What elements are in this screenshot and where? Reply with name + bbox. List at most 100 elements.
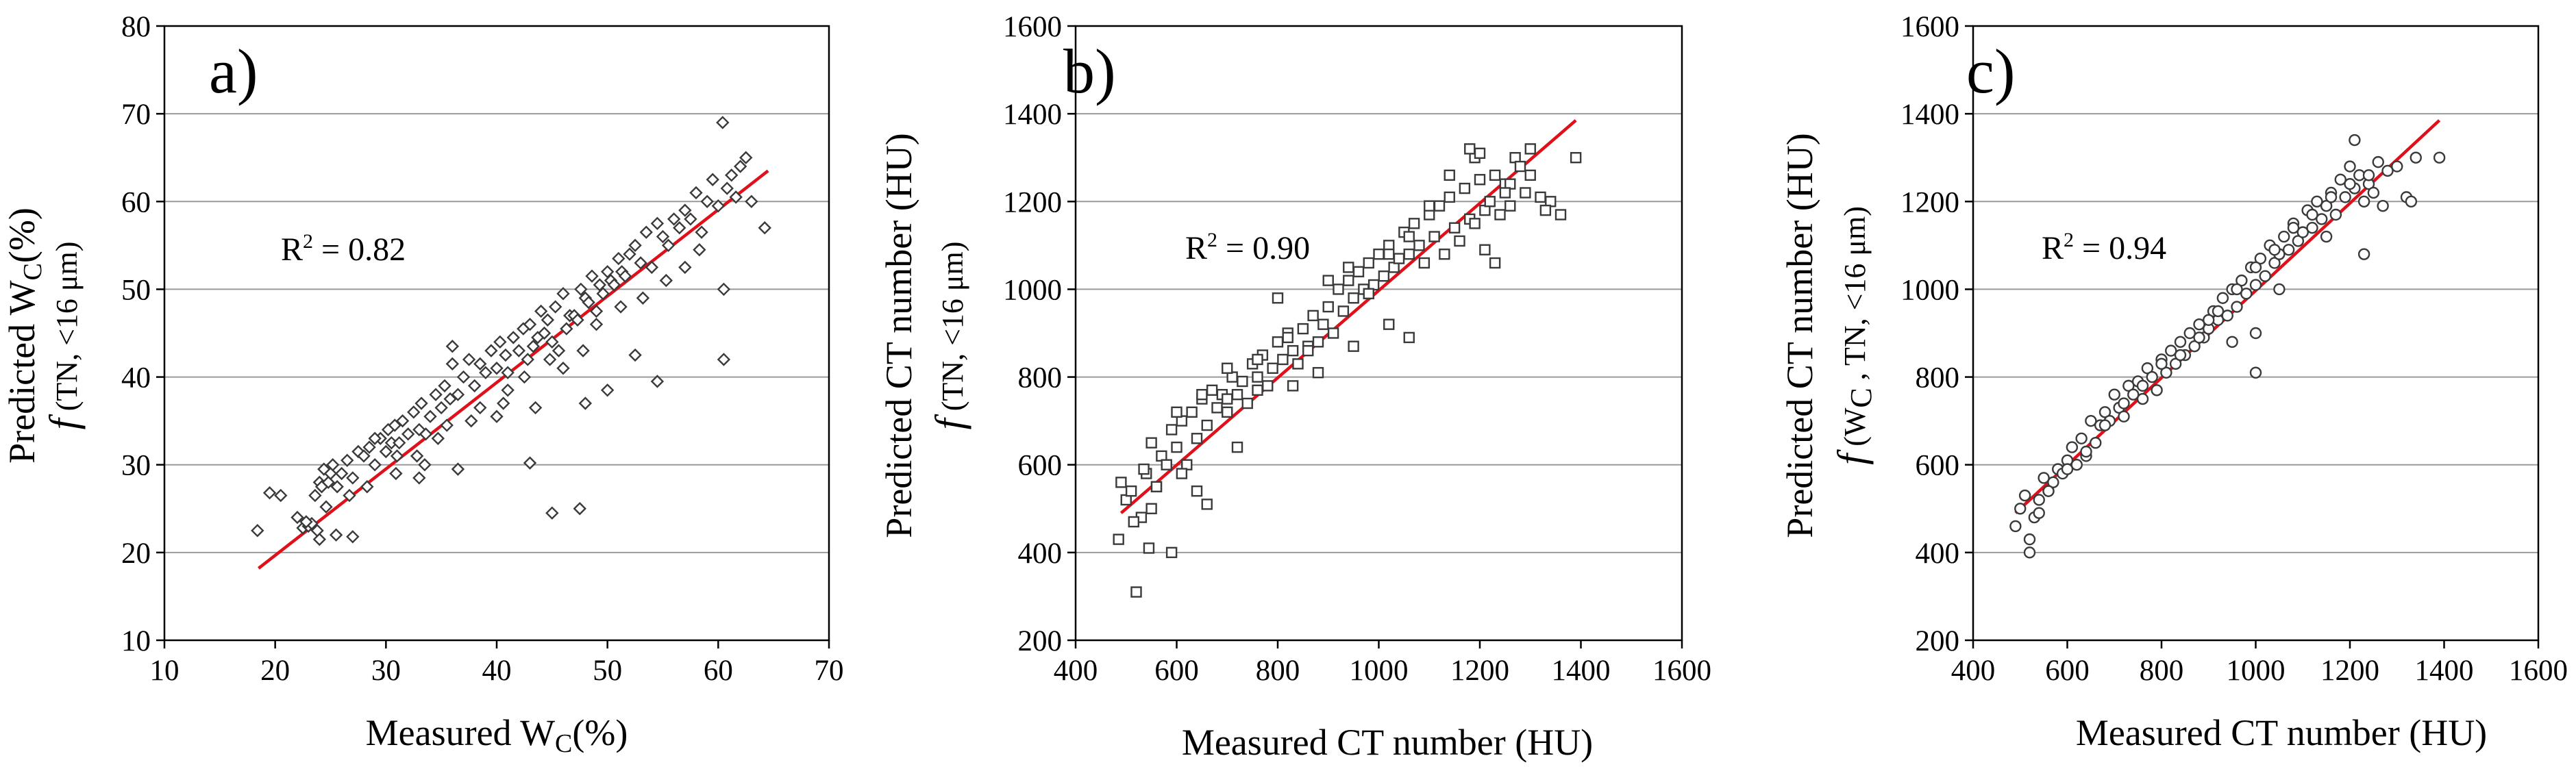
data-point-a	[660, 275, 671, 286]
data-point-a	[441, 420, 452, 431]
plot-area-border-a	[164, 26, 829, 640]
x-tick-label-a: 20	[260, 655, 290, 687]
data-point-b	[1129, 517, 1139, 527]
data-point-b	[1404, 249, 1414, 259]
data-point-b	[1207, 386, 1217, 395]
data-point-b	[1480, 245, 1489, 255]
x-tick-label-c: 800	[2140, 655, 2184, 687]
x-tick-label-a: 40	[482, 655, 512, 687]
data-point-c	[2232, 284, 2242, 294]
data-point-c	[2331, 210, 2341, 220]
data-point-c	[2251, 328, 2261, 338]
data-point-a	[498, 398, 509, 409]
x-tick-labels-b: 400 600 800 1000 1200 1400 1600	[1054, 655, 1711, 687]
data-point-b	[1162, 460, 1172, 470]
data-point-b	[1349, 293, 1359, 303]
data-point-b	[1313, 368, 1323, 377]
data-point-a	[362, 481, 373, 492]
data-point-c	[2251, 368, 2261, 378]
grid-lines-a	[164, 26, 829, 640]
data-point-a	[264, 488, 275, 499]
chart-panel-a: 1020304050607080 10 20 30 40 50 60 70 a) R2 = …	[1, 11, 844, 758]
data-point-a	[641, 227, 652, 238]
x-tick-label-a: 70	[815, 655, 844, 687]
x-tick-label-c: 600	[2045, 655, 2090, 687]
data-point-a	[408, 407, 419, 418]
y-axis-subtitle-c: f (WC , TN, <16 μm)	[1829, 206, 1878, 465]
data-point-b	[1526, 171, 1535, 180]
data-point-a	[475, 402, 486, 413]
data-point-a	[466, 416, 477, 427]
data-point-a	[652, 218, 662, 229]
data-point-b	[1439, 249, 1449, 259]
plot-frame-a	[156, 26, 829, 648]
data-point-b	[1222, 407, 1232, 417]
y-tick-label-a: 30	[121, 450, 151, 482]
data-point-b	[1374, 249, 1384, 259]
data-point-c	[2321, 231, 2331, 242]
data-point-b	[1167, 425, 1176, 434]
data-point-a	[495, 336, 506, 347]
data-point-b	[1298, 324, 1308, 333]
data-point-b	[1445, 171, 1454, 180]
data-point-b	[1415, 240, 1424, 250]
data-point-a	[717, 117, 728, 128]
data-point-c	[2368, 188, 2379, 198]
data-point-b	[1303, 346, 1313, 355]
data-point-a	[513, 345, 524, 356]
chart-panel-b: 2004006008001000120014001600 400 600 800 10…	[878, 11, 1711, 763]
data-point-c	[2288, 223, 2299, 233]
y-tick-label-b: 1000	[1003, 274, 1062, 306]
data-point-a	[275, 490, 286, 501]
data-point-b	[1364, 289, 1374, 299]
data-point-c	[2081, 446, 2092, 457]
x-tick-label-a: 50	[593, 655, 622, 687]
data-point-a	[580, 398, 591, 409]
data-point-b	[1147, 438, 1156, 448]
data-point-b	[1404, 333, 1414, 342]
data-point-a	[707, 174, 718, 185]
data-point-b	[1455, 236, 1465, 246]
data-point-b	[1202, 499, 1212, 509]
data-point-a	[331, 529, 342, 540]
data-point-a	[392, 451, 403, 462]
data-point-c	[2434, 153, 2444, 163]
y-tick-label-c: 1600	[1900, 11, 1959, 43]
data-point-a	[759, 223, 770, 234]
data-point-a	[500, 350, 511, 361]
data-point-a	[447, 358, 458, 369]
data-point-a	[658, 231, 669, 242]
data-point-a	[741, 152, 752, 163]
data-point-b	[1379, 271, 1389, 281]
data-point-b	[1126, 486, 1136, 496]
data-point-c	[2326, 192, 2336, 202]
y-tick-label-c: 800	[1916, 362, 1960, 394]
data-point-c	[2227, 337, 2238, 347]
data-point-b	[1139, 464, 1149, 474]
data-point-b	[1147, 504, 1156, 514]
data-point-c	[2270, 244, 2280, 255]
data-point-b	[1253, 373, 1263, 382]
data-point-a	[391, 468, 401, 479]
data-point-a	[458, 372, 469, 383]
data-point-a	[691, 187, 702, 198]
data-point-b	[1500, 188, 1510, 197]
data-point-c	[2349, 135, 2360, 145]
data-point-b	[1571, 153, 1581, 162]
y-axis-title-a: Predicted WC(%)	[1, 207, 47, 464]
data-point-c	[2392, 162, 2402, 172]
data-point-a	[674, 223, 685, 234]
x-tick-label-c: 1400	[2415, 655, 2474, 687]
data-point-b	[1430, 232, 1439, 242]
data-points-b	[1114, 144, 1581, 596]
data-point-b	[1237, 377, 1247, 386]
data-point-a	[637, 292, 648, 303]
data-point-a	[414, 472, 425, 483]
data-point-a	[680, 262, 691, 273]
data-point-a	[578, 345, 589, 356]
data-point-c	[2213, 306, 2223, 316]
data-point-a	[685, 214, 696, 225]
data-point-a	[554, 345, 565, 356]
data-point-b	[1364, 258, 1374, 268]
